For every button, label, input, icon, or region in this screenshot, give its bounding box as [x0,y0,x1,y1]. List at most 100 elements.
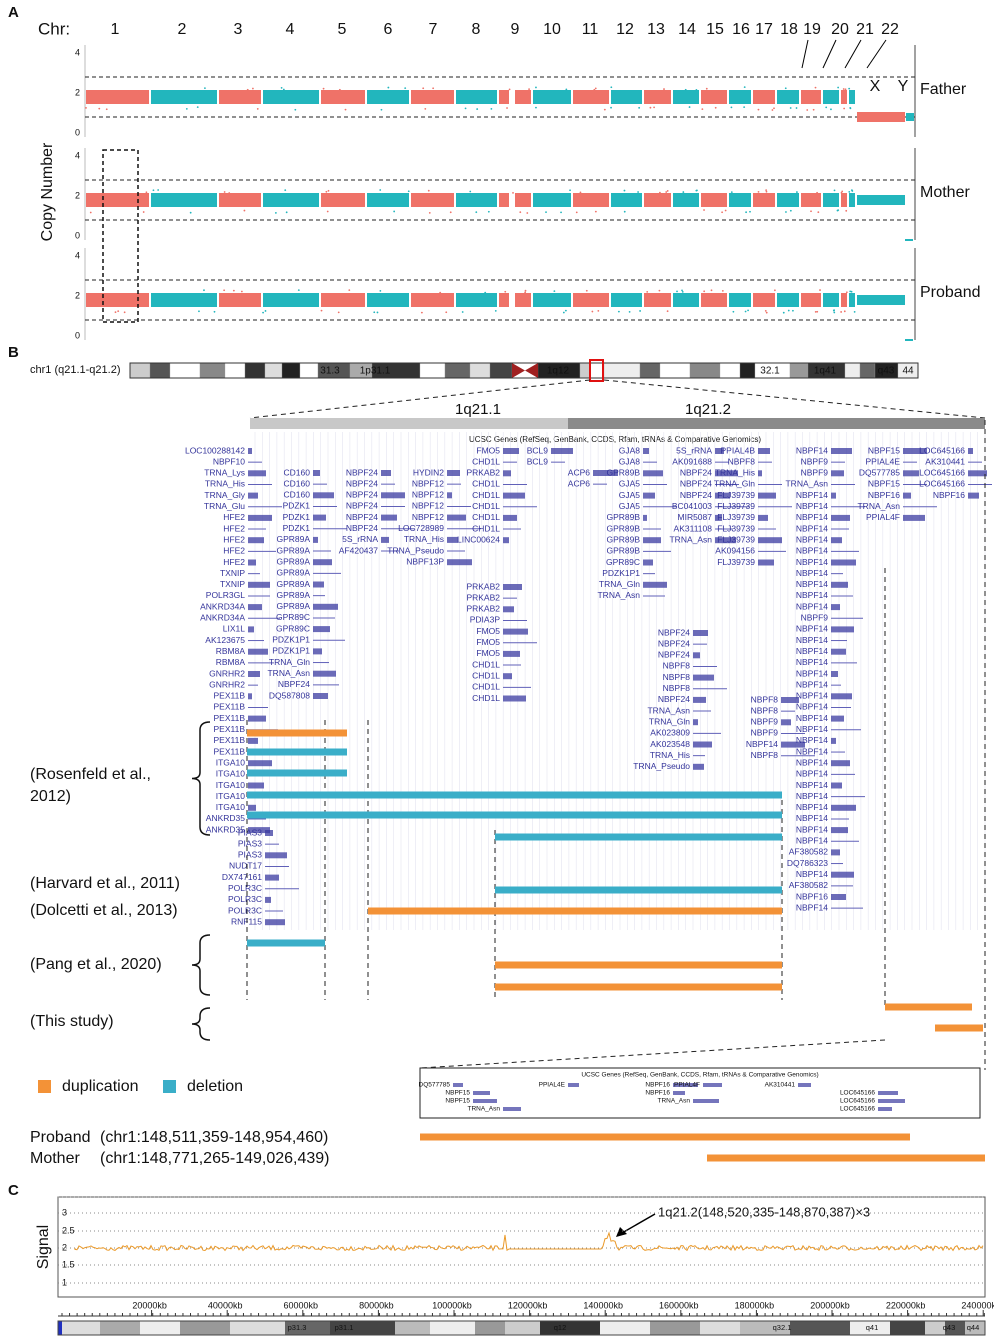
gene-model [248,827,270,834]
gene-label: PRKAB2 [466,604,500,614]
cn-segment [673,293,699,307]
gene-label: LOC645166 [919,468,965,478]
panel-label: A [8,4,19,21]
study-label: (Rosenfeld et al., [30,766,151,783]
cn-outlier [773,107,775,110]
gene-model [693,696,706,703]
cn-outlier [560,211,562,214]
gene-label: FMO5 [476,445,500,455]
gene-label: LOC645166 [840,1098,875,1105]
cn-outlier [745,211,748,214]
band-label: 31.3 [320,366,340,377]
cn-outlier [428,211,431,214]
gene-model [781,719,791,726]
region-box [589,359,604,382]
gene-model [248,671,260,677]
cnv-bar [247,729,347,737]
gene-model [903,470,919,477]
gene-model [503,448,519,454]
chromosome-label: 16 [732,21,750,38]
gene-model [248,760,272,767]
cn-outlier [658,289,661,292]
gene-label: NBPF14 [796,534,828,544]
gene-label: FLJ39739 [717,512,755,522]
gene-model [831,604,840,611]
cnv-bar [247,811,782,819]
cn-outlier [789,107,792,109]
cn-outlier [322,87,325,90]
cnv-bar [247,939,325,947]
band-label: 1p31.1 [360,366,391,377]
gene-model [381,536,389,543]
cn-outlier [585,289,588,292]
gene-model [831,827,848,834]
cn-segment [411,193,454,207]
gene-label: LOC100288142 [185,445,245,455]
ideogram-band [719,362,741,379]
sub-band-label: 1q21.2 [685,401,731,418]
gene-label: NBPF14 [796,490,828,500]
gene-label: TXNIP [220,568,245,578]
cn-outlier [703,290,706,293]
gene-label: CD160 [284,490,311,500]
cn-outlier [422,87,425,90]
ideogram-band [790,1321,850,1335]
gene-label: HFE2 [223,534,245,544]
cn-outlier [246,88,249,91]
y-tick-label: 0 [75,127,80,137]
gene-label: FLJ39739 [717,534,755,544]
cn-outlier [594,87,597,90]
cn-outlier [782,311,785,314]
cn-outlier [628,311,631,313]
cn-outlier [816,310,819,313]
gene-model [248,693,252,700]
cn-segment [573,293,609,307]
panel-label: B [8,344,19,361]
cnv-bar [247,791,782,799]
region-label: chr1 (q21.1-q21.2) [30,364,121,376]
highlight-box [102,149,139,323]
gene-label: NBPF14 [796,445,828,455]
cn-outlier [545,211,547,214]
cn-segment [499,293,509,307]
gene-model [831,581,848,588]
cn-segment [777,90,799,104]
gene-model [313,514,326,521]
cn-segment [411,90,454,104]
gene-model [831,648,846,655]
cn-outlier [85,106,87,109]
zoom-line [249,379,591,419]
gene-label: NBPF16 [868,490,900,500]
gene-model [313,693,328,699]
chromosome-label: 15 [706,21,724,38]
cn-outlier [232,289,235,292]
gene-label: PRKAB2 [466,592,500,602]
gene-label: TRNA_Asn [857,501,900,511]
cn-outlier [89,211,92,214]
cn-segment [456,90,497,104]
gene-label: TRNA_His [404,534,444,544]
cn-segment [151,90,217,104]
gene-model [473,1091,490,1095]
study-label: (Harvard et al., 2011) [30,875,180,892]
gene-label: GJA5 [619,490,641,500]
gene-label: FMO5 [476,648,500,658]
cn-outlier [832,309,835,312]
gene-label: LOC728989 [398,523,444,533]
cn-outlier [274,212,277,214]
cn-outlier [387,86,390,89]
gene-label: ITGA10 [216,769,246,779]
cn-segment [515,293,531,307]
cn-outlier [681,291,684,293]
study-label: (This study) [30,1013,114,1030]
cn-outlier [404,87,407,89]
gene-label: NBPF14 [796,724,828,734]
sample-label: Father [920,81,967,98]
gene-model [453,1083,463,1087]
gene-label: NBPF14 [796,802,828,812]
ideogram-band [230,1321,285,1335]
chromosome-label: 1 [111,21,120,38]
inset-title: UCSC Genes (RefSeq, GenBank, CCDS, Rfam,… [581,1072,818,1079]
cn-outlier [243,209,246,212]
cn-segment [849,90,855,104]
